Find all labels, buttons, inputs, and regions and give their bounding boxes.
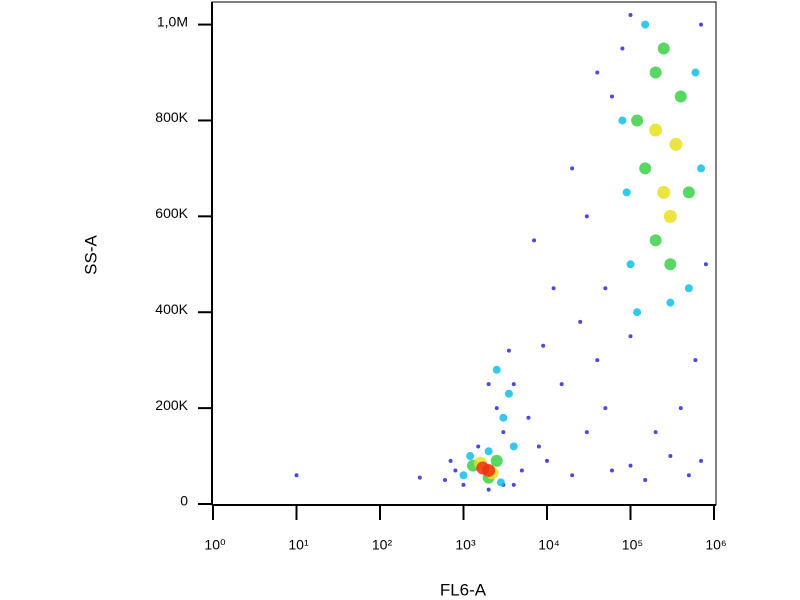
data-point bbox=[494, 406, 499, 411]
data-point bbox=[536, 444, 541, 449]
x-tick-label: 10¹ bbox=[288, 537, 309, 553]
y-tick-label: 600K bbox=[155, 205, 188, 221]
data-point bbox=[526, 415, 531, 420]
y-axis-title: SS-A bbox=[81, 235, 100, 275]
data-point bbox=[639, 162, 652, 175]
data-point bbox=[492, 365, 501, 374]
data-point bbox=[657, 185, 671, 199]
data-point bbox=[603, 286, 608, 291]
data-point bbox=[657, 42, 670, 55]
data-point bbox=[506, 348, 511, 353]
data-point bbox=[628, 334, 633, 339]
data-point bbox=[668, 454, 673, 459]
y-tick-label: 400K bbox=[155, 301, 188, 317]
data-point bbox=[631, 114, 644, 127]
x-tick-label: 10⁰ bbox=[204, 537, 226, 553]
x-tick-label: 10⁶ bbox=[705, 537, 726, 553]
data-point bbox=[448, 458, 453, 463]
data-point bbox=[649, 123, 663, 137]
data-point bbox=[482, 463, 496, 477]
data-point bbox=[453, 468, 458, 473]
data-point bbox=[674, 90, 687, 103]
data-point bbox=[559, 382, 564, 387]
data-point bbox=[628, 463, 633, 468]
data-point bbox=[666, 298, 675, 307]
y-tick-label: 200K bbox=[155, 397, 188, 413]
data-point bbox=[664, 258, 677, 271]
data-point bbox=[626, 260, 635, 269]
data-point bbox=[486, 487, 491, 492]
data-point bbox=[545, 458, 549, 463]
data-point bbox=[641, 20, 650, 29]
data-point bbox=[699, 458, 704, 463]
data-point bbox=[603, 406, 608, 411]
data-point bbox=[294, 473, 299, 478]
data-point bbox=[691, 68, 700, 77]
data-point bbox=[570, 166, 575, 171]
data-point bbox=[684, 284, 693, 293]
data-point bbox=[484, 447, 493, 456]
data-point bbox=[532, 238, 537, 243]
data-point bbox=[649, 66, 662, 79]
data-point bbox=[511, 482, 516, 487]
data-point bbox=[697, 164, 706, 173]
data-point bbox=[476, 444, 481, 449]
data-point bbox=[466, 452, 475, 461]
x-tick-label: 10⁴ bbox=[538, 537, 560, 553]
data-point bbox=[486, 382, 491, 387]
data-point bbox=[417, 475, 422, 480]
data-point bbox=[653, 430, 658, 435]
data-point bbox=[570, 473, 575, 478]
data-point bbox=[499, 413, 508, 422]
data-point bbox=[649, 234, 662, 247]
data-point bbox=[663, 209, 677, 223]
data-point bbox=[620, 46, 625, 51]
data-point bbox=[501, 430, 506, 435]
y-tick-label: 0 bbox=[180, 493, 188, 509]
data-point bbox=[693, 358, 698, 363]
y-tick-label: 800K bbox=[155, 109, 188, 125]
data-point bbox=[511, 382, 516, 387]
data-point bbox=[504, 389, 513, 398]
data-point bbox=[490, 454, 503, 467]
y-tick-label: 1,0M bbox=[157, 13, 188, 29]
x-tick-label: 10³ bbox=[455, 537, 476, 553]
data-point bbox=[678, 406, 683, 411]
data-point bbox=[686, 473, 691, 478]
data-point bbox=[699, 22, 704, 27]
x-tick-label: 10⁵ bbox=[622, 537, 643, 553]
data-point bbox=[519, 468, 524, 473]
data-point bbox=[682, 186, 695, 199]
data-point bbox=[643, 478, 648, 483]
data-point bbox=[584, 214, 589, 219]
data-point bbox=[633, 308, 642, 317]
x-tick-label: 10² bbox=[372, 537, 393, 553]
data-point bbox=[551, 286, 556, 291]
plot-frame bbox=[211, 1, 717, 506]
data-point bbox=[595, 358, 600, 363]
data-point bbox=[609, 94, 614, 99]
data-point bbox=[461, 482, 466, 487]
data-point bbox=[609, 468, 614, 473]
data-point bbox=[618, 116, 627, 125]
data-point bbox=[595, 70, 600, 75]
data-point bbox=[578, 319, 583, 324]
data-point bbox=[459, 471, 468, 480]
data-point bbox=[541, 343, 546, 348]
data-point bbox=[703, 262, 708, 267]
data-point bbox=[622, 188, 631, 197]
data-point bbox=[509, 442, 518, 451]
x-axis-title: FL6-A bbox=[440, 580, 487, 599]
data-point bbox=[628, 12, 633, 17]
data-point bbox=[442, 478, 447, 483]
data-point bbox=[669, 137, 683, 151]
data-point bbox=[584, 430, 589, 435]
data-point bbox=[496, 478, 505, 487]
